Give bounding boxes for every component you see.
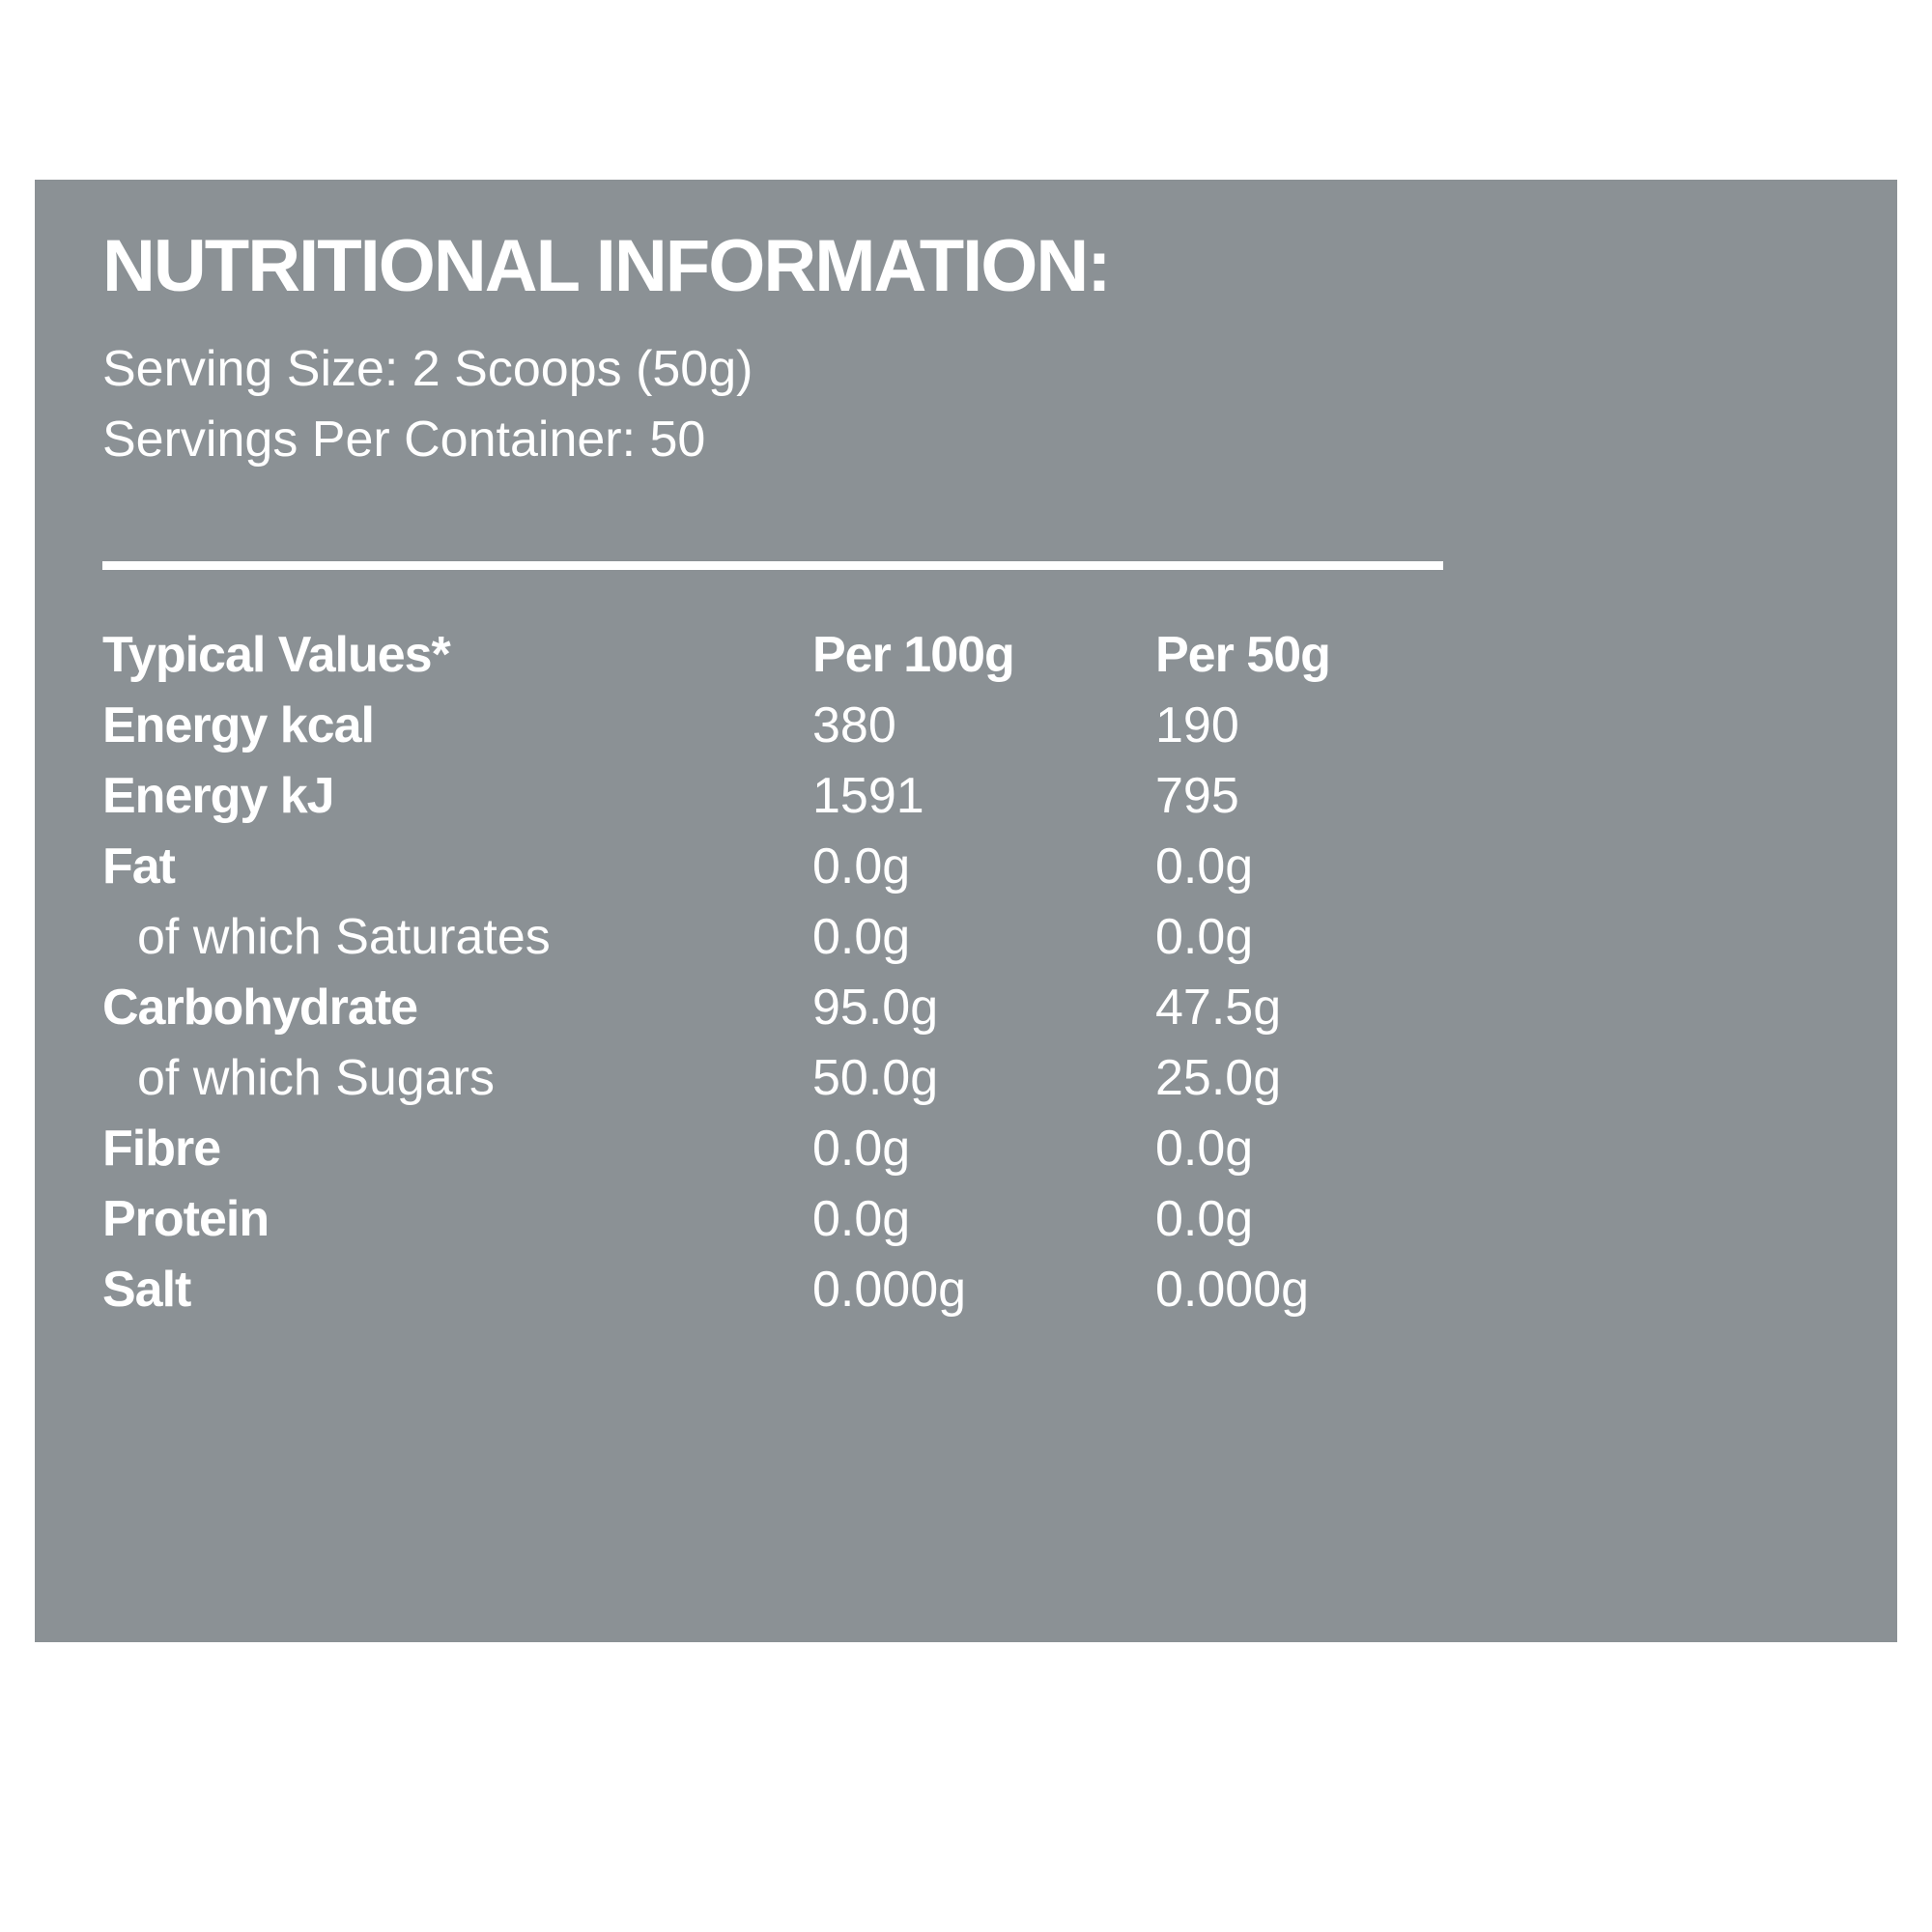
column-header-per-100g: Per 100g xyxy=(812,627,1015,684)
nutrient-label: of which Sugars xyxy=(137,1050,495,1107)
nutrient-label: of which Saturates xyxy=(137,909,551,966)
value-per-100g: 0.0g xyxy=(812,909,911,966)
nutrient-label: Carbohydrate xyxy=(102,980,418,1037)
serving-size-text: Serving Size: 2 Scoops (50g) xyxy=(102,340,753,397)
nutrient-label: Fat xyxy=(102,838,176,895)
value-per-100g: 95.0g xyxy=(812,980,939,1037)
value-per-100g: 0.0g xyxy=(812,1191,911,1248)
value-per-50g: 0.0g xyxy=(1155,838,1254,895)
value-per-100g: 0.000g xyxy=(812,1262,967,1319)
servings-per-container-text: Servings Per Container: 50 xyxy=(102,412,706,469)
nutrient-label: Energy kJ xyxy=(102,768,335,825)
nutrient-label: Salt xyxy=(102,1262,191,1319)
value-per-50g: 0.0g xyxy=(1155,1121,1254,1178)
value-per-50g: 795 xyxy=(1155,768,1239,825)
nutrient-label: Energy kcal xyxy=(102,697,375,754)
panel-title: NUTRITIONAL INFORMATION: xyxy=(102,225,1112,307)
value-per-50g: 190 xyxy=(1155,697,1239,754)
value-per-100g: 1591 xyxy=(812,768,924,825)
value-per-50g: 0.0g xyxy=(1155,909,1254,966)
value-per-50g: 0.0g xyxy=(1155,1191,1254,1248)
column-header-typical-values: Typical Values* xyxy=(102,627,451,684)
value-per-100g: 380 xyxy=(812,697,896,754)
nutrition-table: Typical Values* Per 100g Per 50g Energy … xyxy=(102,620,1445,1325)
value-per-50g: 0.000g xyxy=(1155,1262,1310,1319)
value-per-50g: 47.5g xyxy=(1155,980,1282,1037)
nutrition-panel: NUTRITIONAL INFORMATION: Serving Size: 2… xyxy=(35,180,1897,1642)
divider-line xyxy=(102,561,1443,571)
value-per-100g: 50.0g xyxy=(812,1050,939,1107)
column-header-per-50g: Per 50g xyxy=(1155,627,1331,684)
nutrient-label: Protein xyxy=(102,1191,270,1248)
value-per-50g: 25.0g xyxy=(1155,1050,1282,1107)
value-per-100g: 0.0g xyxy=(812,838,911,895)
value-per-100g: 0.0g xyxy=(812,1121,911,1178)
nutrient-label: Fibre xyxy=(102,1121,221,1178)
